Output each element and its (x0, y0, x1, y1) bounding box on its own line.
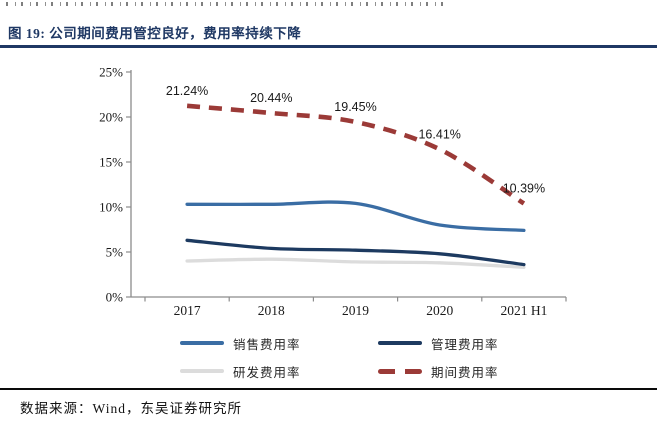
data-label: 19.45% (334, 100, 376, 114)
legend-item-3: 期间费用率 (378, 362, 588, 381)
legend-line-swatch (180, 341, 224, 345)
data-source-note: 数据来源：Wind，东吴证券研究所 (20, 401, 242, 416)
y-tick-label: 25% (99, 65, 123, 80)
legend-dashed-line-swatch (378, 368, 422, 374)
x-category-label: 2018 (258, 303, 285, 318)
footer-divider (0, 388, 657, 390)
legend-label: 期间费用率 (431, 365, 499, 380)
legend-item-0: 销售费用率 (180, 334, 378, 353)
x-category-label: 2021 H1 (500, 303, 547, 318)
legend-item-1: 管理费用率 (378, 334, 588, 353)
chart-legend: 销售费用率 管理费用率研发费用率 期间费用率 (180, 329, 588, 385)
data-label: 21.24% (166, 84, 208, 98)
title-divider (0, 45, 657, 48)
legend-label: 管理费用率 (431, 337, 499, 352)
y-tick-label: 15% (99, 155, 123, 170)
series-line-1 (185, 238, 526, 267)
data-label: 10.39% (503, 181, 545, 195)
legend-label: 销售费用率 (233, 337, 301, 352)
y-tick-label: 20% (99, 110, 123, 125)
series-line-0 (185, 200, 526, 233)
legend-line-swatch (378, 341, 422, 345)
y-tick-label: 0% (106, 290, 124, 305)
series-line-3 (186, 103, 526, 206)
legend-line-swatch (180, 369, 224, 373)
series-line-2 (185, 257, 526, 269)
figure-title: 图 19: 公司期间费用管控良好，费用率持续下降 (8, 26, 302, 41)
x-category-label: 2020 (426, 303, 453, 318)
x-category-label: 2019 (342, 303, 369, 318)
legend-item-2: 研发费用率 (180, 362, 378, 381)
y-tick-label: 10% (99, 200, 123, 215)
y-tick-label: 5% (106, 245, 124, 260)
expense-ratio-line-chart: 0% 5% 10% 15% 20% 25% 2017 2018 2019 2020 2021 H1 2… (99, 65, 567, 318)
data-label: 16.41% (418, 127, 460, 141)
clipped-text-remnant (6, 2, 444, 6)
data-label: 20.44% (250, 91, 292, 105)
x-category-label: 2017 (174, 303, 201, 318)
legend-label: 研发费用率 (233, 365, 301, 380)
